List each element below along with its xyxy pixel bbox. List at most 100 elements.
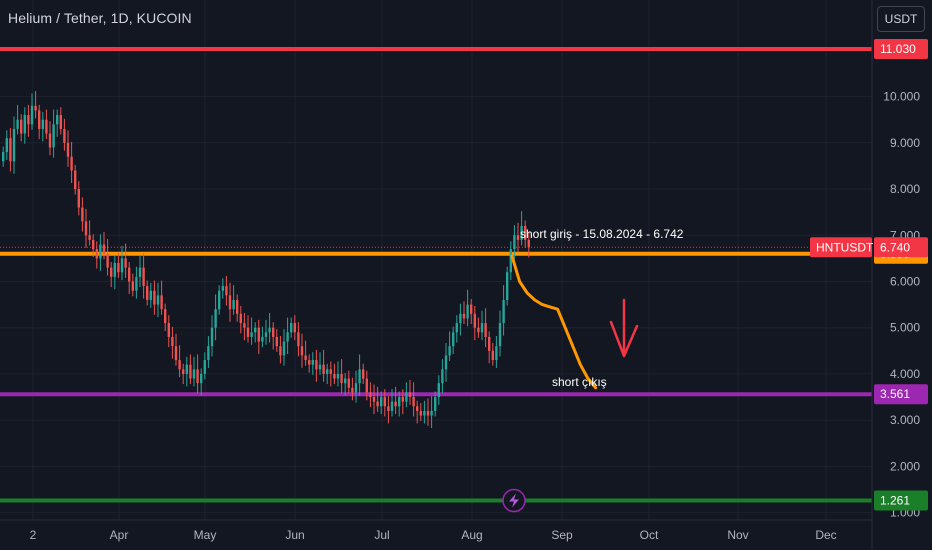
grid xyxy=(0,0,872,520)
candle xyxy=(362,363,365,385)
candle xyxy=(9,128,12,172)
candle xyxy=(41,111,44,142)
candle xyxy=(480,310,484,341)
down-arrow-icon[interactable] xyxy=(609,298,639,358)
candle xyxy=(185,356,188,387)
candle xyxy=(527,232,530,258)
candle xyxy=(27,104,30,137)
drawings[interactable] xyxy=(502,254,639,513)
candle xyxy=(34,91,37,119)
candle xyxy=(430,396,433,429)
candle xyxy=(513,225,516,260)
candle xyxy=(401,389,404,415)
candle xyxy=(333,363,336,385)
candle xyxy=(412,382,415,417)
candle xyxy=(347,370,350,394)
candle xyxy=(174,333,178,366)
projection-path[interactable] xyxy=(510,254,598,390)
chart-title: Helium / Tether, 1D, KUCOIN xyxy=(8,10,192,26)
candle xyxy=(477,317,480,338)
candle xyxy=(441,359,444,394)
lightning-icon[interactable] xyxy=(502,488,526,513)
x-tick-label: Apr xyxy=(110,528,129,542)
candle xyxy=(351,377,354,401)
candle xyxy=(264,319,268,345)
candle xyxy=(16,104,19,135)
candle xyxy=(290,317,293,338)
x-tick-label: Jun xyxy=(285,528,304,542)
candle xyxy=(340,359,343,394)
candle xyxy=(12,116,16,174)
candles xyxy=(2,91,530,429)
candle xyxy=(452,326,455,355)
candle xyxy=(239,305,242,334)
candle xyxy=(135,266,138,299)
candle xyxy=(63,118,66,151)
svg-text:6.740: 6.740 xyxy=(880,240,910,254)
candle xyxy=(214,294,217,341)
candle xyxy=(200,368,203,396)
candle xyxy=(189,354,192,385)
candle xyxy=(365,370,368,401)
candle xyxy=(448,331,451,361)
candle xyxy=(297,322,300,357)
candle xyxy=(286,317,289,355)
candle xyxy=(52,109,55,158)
candle xyxy=(282,329,286,366)
horizontal-levels[interactable] xyxy=(0,46,872,503)
candle xyxy=(272,322,275,350)
candle xyxy=(225,275,228,306)
candle xyxy=(153,280,156,315)
y-tick-label: 2.000 xyxy=(890,459,920,473)
candle xyxy=(156,282,160,318)
x-tick-label: 2 xyxy=(30,528,37,542)
candle xyxy=(120,245,124,281)
candle xyxy=(405,382,408,408)
candle xyxy=(81,197,84,232)
candle xyxy=(520,211,523,246)
price-axis-bg xyxy=(872,0,932,550)
candle xyxy=(502,285,505,336)
purple-level-label: 3.561 xyxy=(874,384,928,405)
candle xyxy=(329,361,332,387)
candle xyxy=(308,354,311,373)
candle xyxy=(207,336,210,368)
candle xyxy=(462,301,466,325)
candle xyxy=(437,375,440,405)
candle xyxy=(509,241,512,281)
candle xyxy=(488,331,491,364)
x-tick-label: Aug xyxy=(461,528,482,542)
candle xyxy=(38,104,41,140)
candle xyxy=(236,294,239,322)
candle xyxy=(45,109,48,140)
x-tick-label: Jul xyxy=(374,528,389,542)
candle xyxy=(380,391,383,415)
y-tick-label: 4.000 xyxy=(890,367,920,381)
candle xyxy=(254,322,257,343)
candle xyxy=(311,352,314,375)
candle xyxy=(387,396,390,424)
candle xyxy=(171,326,174,359)
candle xyxy=(218,285,221,315)
candle xyxy=(358,354,361,396)
candle xyxy=(516,222,520,253)
currency-button[interactable]: USDT xyxy=(877,6,925,32)
candle xyxy=(221,278,224,299)
short-exit-text[interactable]: short çıkış xyxy=(552,375,607,389)
svg-text:11.030: 11.030 xyxy=(880,42,916,56)
candle xyxy=(70,141,73,184)
svg-text:HNTUSDT: HNTUSDT xyxy=(816,240,874,254)
candle xyxy=(131,273,134,297)
candle xyxy=(77,181,80,216)
candle xyxy=(117,252,120,278)
short-entry-text[interactable]: short giriş - 15.08.2024 - 6.742 xyxy=(520,227,684,241)
current-price-label: 6.740 xyxy=(874,237,928,258)
candle xyxy=(182,363,185,385)
candle xyxy=(390,389,394,417)
candle xyxy=(113,255,116,290)
candle xyxy=(336,361,340,387)
x-tick-label: Oct xyxy=(640,528,659,542)
candle xyxy=(88,220,91,246)
candle xyxy=(300,333,304,368)
